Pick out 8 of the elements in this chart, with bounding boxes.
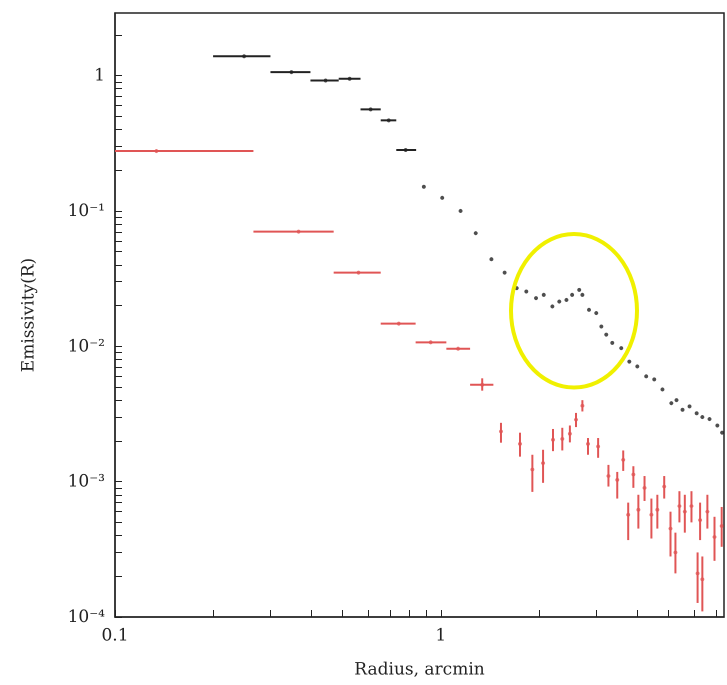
x-tick-label: 0.1 — [101, 626, 129, 646]
y-tick-label: 10⁻² — [68, 336, 105, 356]
y-tick-label: 10⁻¹ — [68, 200, 105, 221]
y-tick-label: 10⁻³ — [68, 472, 105, 492]
y-tick-label: 10⁻⁴ — [68, 607, 106, 627]
y-tick-label: 1 — [94, 66, 105, 86]
y-axis-title: Emissivity(R) — [18, 258, 38, 372]
x-axis-title: Radius, arcmin — [354, 660, 485, 680]
